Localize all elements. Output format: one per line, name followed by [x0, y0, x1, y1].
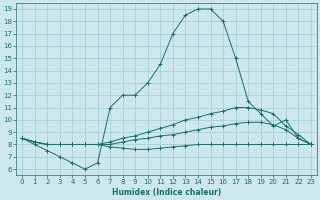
X-axis label: Humidex (Indice chaleur): Humidex (Indice chaleur): [112, 188, 221, 197]
